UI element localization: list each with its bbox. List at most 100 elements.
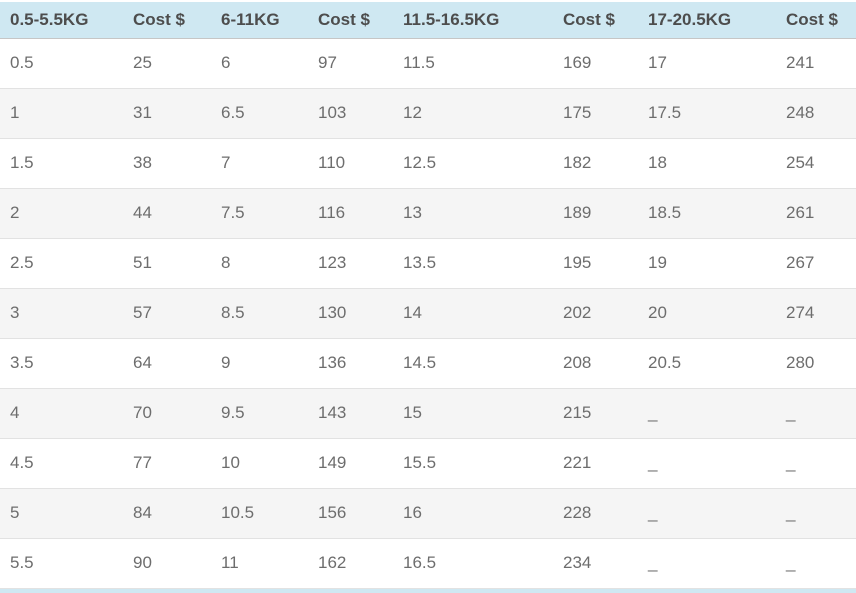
weight-cell: 14 xyxy=(393,288,553,339)
weight-cell: 20.5 xyxy=(638,338,776,389)
weight-cell: 15 xyxy=(393,388,553,439)
cost-cell: 274 xyxy=(776,288,856,339)
weight-cell: 7 xyxy=(211,138,308,189)
cost-cell: 248 xyxy=(776,88,856,139)
weight-cell: 19 xyxy=(638,238,776,289)
cost-cell: 234 xyxy=(553,538,638,589)
weight-cell: 14.5 xyxy=(393,338,553,389)
cost-cell: 162 xyxy=(308,538,393,589)
table-header-row: 0.5-5.5KG Cost $6-11KG Cost $11.5-16.5KG Co… xyxy=(0,2,856,39)
weight-cell: 12 xyxy=(393,88,553,139)
cost-cell: 70 xyxy=(123,388,211,439)
weight-cell: 8.5 xyxy=(211,288,308,339)
cost-cell: 84 xyxy=(123,488,211,539)
cost-cell: 103 xyxy=(308,88,393,139)
weight-cell: 7.5 xyxy=(211,188,308,239)
weight-cell: 3 xyxy=(0,288,123,339)
cost-cell: 25 xyxy=(123,38,211,89)
table-row: 4.5 77 10 149 15.5 221 _ _ xyxy=(0,438,856,489)
weight-cell: 0.5 xyxy=(0,38,123,89)
column-header-cost: Cost $ xyxy=(776,2,856,39)
cost-cell: 208 xyxy=(553,338,638,389)
cost-cell: 143 xyxy=(308,388,393,439)
weight-cell: 16 xyxy=(393,488,553,539)
table-row: 3 57 8.5 130 14 202 20 274 xyxy=(0,288,856,339)
weight-cell: 13.5 xyxy=(393,238,553,289)
cost-cell: _ xyxy=(776,438,856,489)
weight-cell: 16.5 xyxy=(393,538,553,589)
table-row: 3.5 64 9 136 14.5 208 20.5 280 xyxy=(0,338,856,389)
cost-cell: 57 xyxy=(123,288,211,339)
cost-cell: 51 xyxy=(123,238,211,289)
column-header-weight-range: 6-11KG xyxy=(211,2,308,39)
weight-cell: 17 xyxy=(638,38,776,89)
weight-cell: 6 xyxy=(211,38,308,89)
cost-cell: 64 xyxy=(123,338,211,389)
cost-cell: 31 xyxy=(123,88,211,139)
weight-cell: 1 xyxy=(0,88,123,139)
column-header-weight-range: 11.5-16.5KG xyxy=(393,2,553,39)
cost-cell: 215 xyxy=(553,388,638,439)
column-header-weight-range: 17-20.5KG xyxy=(638,2,776,39)
cost-cell: 261 xyxy=(776,188,856,239)
table-row: 0.5 25 6 97 11.5 169 17 241 xyxy=(0,38,856,89)
weight-cell: 15.5 xyxy=(393,438,553,489)
cost-cell: 116 xyxy=(308,188,393,239)
cost-cell: 38 xyxy=(123,138,211,189)
weight-cell: 4 xyxy=(0,388,123,439)
weight-cell: 6.5 xyxy=(211,88,308,139)
cost-cell: 195 xyxy=(553,238,638,289)
weight-cell: 12.5 xyxy=(393,138,553,189)
table-body: 0.5 25 6 97 11.5 169 17 241 1 31 6.5 103 12 175 17.5 24… xyxy=(0,38,856,589)
weight-cell: 2 xyxy=(0,188,123,239)
weight-cell: 5.5 xyxy=(0,538,123,589)
weight-cell: 11 xyxy=(211,538,308,589)
weight-cell: _ xyxy=(638,488,776,539)
weight-cell: _ xyxy=(638,438,776,489)
table-row: 4 70 9.5 143 15 215 _ _ xyxy=(0,388,856,439)
weight-cell: 18.5 xyxy=(638,188,776,239)
column-header-cost: Cost $ xyxy=(553,2,638,39)
weight-cell: 10.5 xyxy=(211,488,308,539)
weight-cell: 1.5 xyxy=(0,138,123,189)
table-header: 0.5-5.5KG Cost $6-11KG Cost $11.5-16.5KG Co… xyxy=(0,2,856,39)
cost-cell: 267 xyxy=(776,238,856,289)
column-header-weight-range: 0.5-5.5KG xyxy=(0,2,123,39)
cost-cell: 221 xyxy=(553,438,638,489)
cost-cell: 228 xyxy=(553,488,638,539)
weight-cell: 8 xyxy=(211,238,308,289)
weight-cell: _ xyxy=(638,388,776,439)
table-row: 2 44 7.5 116 13 189 18.5 261 xyxy=(0,188,856,239)
cost-cell: 254 xyxy=(776,138,856,189)
cost-cell: 44 xyxy=(123,188,211,239)
cost-cell: 123 xyxy=(308,238,393,289)
cost-cell: 77 xyxy=(123,438,211,489)
cost-cell: _ xyxy=(776,488,856,539)
cost-cell: 280 xyxy=(776,338,856,389)
cost-cell: 149 xyxy=(308,438,393,489)
weight-cell: 18 xyxy=(638,138,776,189)
cost-cell: 189 xyxy=(553,188,638,239)
cost-cell: 90 xyxy=(123,538,211,589)
column-header-cost: Cost $ xyxy=(123,2,211,39)
table-row: 1.5 38 7 110 12.5 182 18 254 xyxy=(0,138,856,189)
cost-cell: 130 xyxy=(308,288,393,339)
weight-cell: 2.5 xyxy=(0,238,123,289)
table-row: 2.5 51 8 123 13.5 195 19 267 xyxy=(0,238,856,289)
weight-cell: 3.5 xyxy=(0,338,123,389)
weight-cell: 4.5 xyxy=(0,438,123,489)
cost-cell: 241 xyxy=(776,38,856,89)
next-section-header-strip xyxy=(0,588,856,593)
weight-cell: 9.5 xyxy=(211,388,308,439)
cost-cell: 169 xyxy=(553,38,638,89)
weight-cell: 11.5 xyxy=(393,38,553,89)
cost-cell: _ xyxy=(776,388,856,439)
cost-cell: _ xyxy=(776,538,856,589)
weight-cell: 17.5 xyxy=(638,88,776,139)
table-row: 5 84 10.5 156 16 228 _ _ xyxy=(0,488,856,539)
cost-cell: 97 xyxy=(308,38,393,89)
weight-cell: 9 xyxy=(211,338,308,389)
weight-cell: 5 xyxy=(0,488,123,539)
weight-cell: 20 xyxy=(638,288,776,339)
